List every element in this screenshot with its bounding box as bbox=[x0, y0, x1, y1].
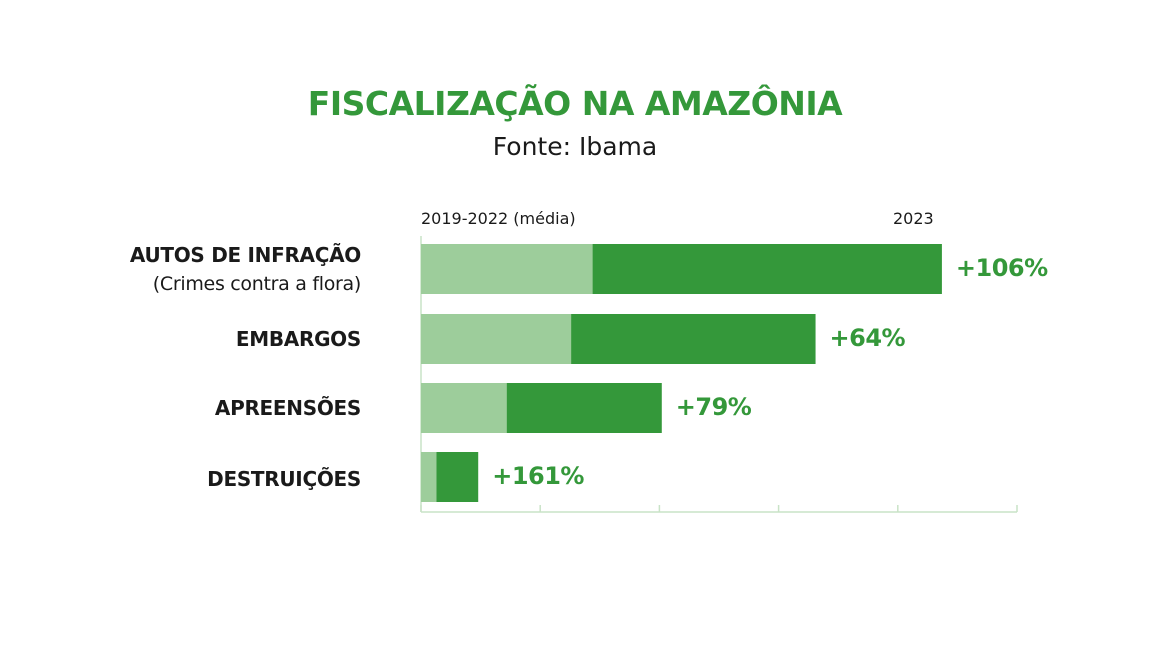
category-label-embargos: EMBARGOS bbox=[235, 327, 361, 351]
legend-series-average: 2019-2022 (média) bbox=[421, 209, 576, 228]
change-label-autos: +106% bbox=[955, 254, 1048, 282]
bar-average-1 bbox=[421, 314, 572, 364]
bar-average-0 bbox=[421, 244, 593, 294]
bar-average-3 bbox=[421, 452, 437, 502]
category-sublabel-autos: (Crimes contra a flora) bbox=[152, 273, 362, 295]
chart-title: FISCALIZAÇÃO NA AMAZÔNIA bbox=[307, 84, 843, 123]
legend-series-2023: 2023 bbox=[893, 209, 934, 228]
category-label-autos: AUTOS DE INFRAÇÃO bbox=[129, 243, 361, 267]
change-label-destruicoes: +161% bbox=[492, 462, 584, 490]
change-label-embargos: +64% bbox=[829, 324, 906, 352]
category-label-destruicoes: DESTRUIÇÕES bbox=[207, 467, 361, 491]
change-label-apreensoes: +79% bbox=[675, 393, 752, 421]
category-label-apreensoes: APREENSÕES bbox=[214, 396, 361, 420]
chart-subtitle: Fonte: Ibama bbox=[492, 132, 658, 161]
bar-average-2 bbox=[421, 383, 507, 433]
